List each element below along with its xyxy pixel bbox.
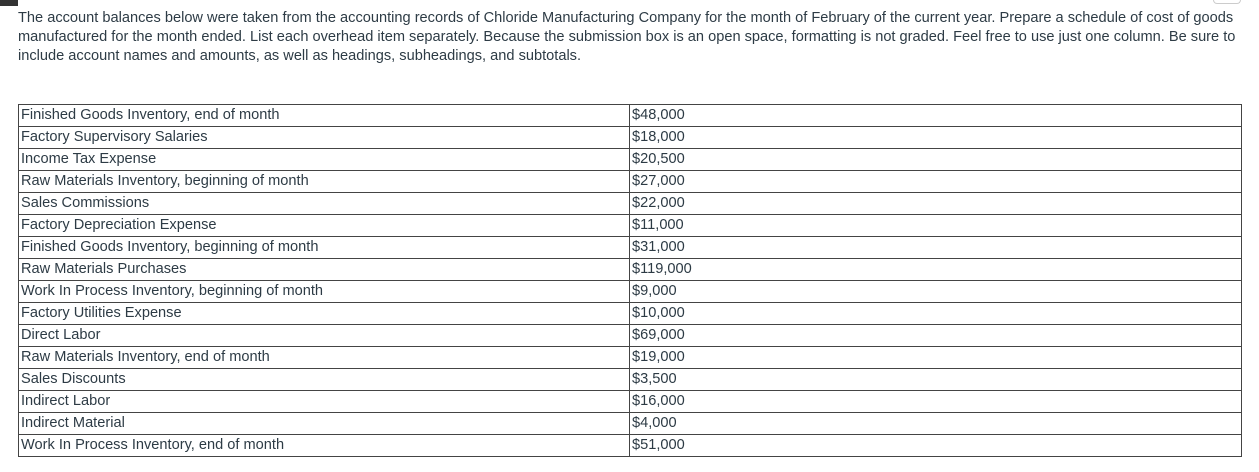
account-amount: $9,000	[629, 280, 1242, 303]
account-name: Sales Discounts	[18, 368, 630, 391]
account-amount: $16,000	[629, 390, 1242, 413]
table-row: Raw Materials Inventory, beginning of mo…	[18, 170, 1242, 193]
account-amount: $48,000	[629, 104, 1242, 127]
account-name: Factory Depreciation Expense	[18, 214, 630, 237]
table-row: Raw Materials Inventory, end of month $19…	[18, 346, 1242, 369]
account-name: Income Tax Expense	[18, 148, 630, 171]
account-amount: $20,500	[629, 148, 1242, 171]
account-amount: $4,000	[629, 412, 1242, 435]
account-name: Factory Utilities Expense	[18, 302, 630, 325]
account-amount: $10,000	[629, 302, 1242, 325]
account-amount: $119,000	[629, 258, 1242, 281]
account-name: Indirect Material	[18, 412, 630, 435]
corner-tab	[1213, 0, 1241, 4]
table-row: Direct Labor $69,000	[18, 324, 1242, 347]
account-name: Finished Goods Inventory, beginning of m…	[18, 236, 630, 259]
instructions: The account balances below were taken fr…	[18, 10, 1236, 64]
table-row: Indirect Material $4,000	[18, 412, 1242, 435]
account-amount: $27,000	[629, 170, 1242, 193]
corner-mark	[0, 0, 18, 6]
table-row: Factory Utilities Expense $10,000	[18, 302, 1242, 325]
account-name: Direct Labor	[18, 324, 630, 347]
account-name: Raw Materials Inventory, beginning of mo…	[18, 170, 630, 193]
table-row: Work In Process Inventory, end of month $…	[18, 434, 1242, 457]
table-row: Factory Supervisory Salaries $18,000	[18, 126, 1242, 149]
account-name: Finished Goods Inventory, end of month	[18, 104, 630, 127]
account-name: Factory Supervisory Salaries	[18, 126, 630, 149]
account-amount: $22,000	[629, 192, 1242, 215]
account-amount: $31,000	[629, 236, 1242, 259]
account-amount: $19,000	[629, 346, 1242, 369]
balances-table: Finished Goods Inventory, end of month $4…	[18, 104, 1242, 457]
table-row: Factory Depreciation Expense $11,000	[18, 214, 1242, 237]
account-name: Raw Materials Purchases	[18, 258, 630, 281]
table-row: Finished Goods Inventory, beginning of m…	[18, 236, 1242, 259]
account-amount: $11,000	[629, 214, 1242, 237]
account-name: Sales Commissions	[18, 192, 630, 215]
account-amount: $18,000	[629, 126, 1242, 149]
account-amount: $69,000	[629, 324, 1242, 347]
table-row: Sales Commissions $22,000	[18, 192, 1242, 215]
account-name: Work In Process Inventory, beginning of …	[18, 280, 630, 303]
account-amount: $3,500	[629, 368, 1242, 391]
table-row: Income Tax Expense $20,500	[18, 148, 1242, 171]
account-name: Work In Process Inventory, end of month	[18, 434, 630, 457]
table-row: Work In Process Inventory, beginning of …	[18, 280, 1242, 303]
table-row: Sales Discounts $3,500	[18, 368, 1242, 391]
table-row: Finished Goods Inventory, end of month $4…	[18, 104, 1242, 127]
account-name: Indirect Labor	[18, 390, 630, 413]
table-row: Raw Materials Purchases $119,000	[18, 258, 1242, 281]
table-row: Indirect Labor $16,000	[18, 390, 1242, 413]
account-amount: $51,000	[629, 434, 1242, 457]
account-name: Raw Materials Inventory, end of month	[18, 346, 630, 369]
